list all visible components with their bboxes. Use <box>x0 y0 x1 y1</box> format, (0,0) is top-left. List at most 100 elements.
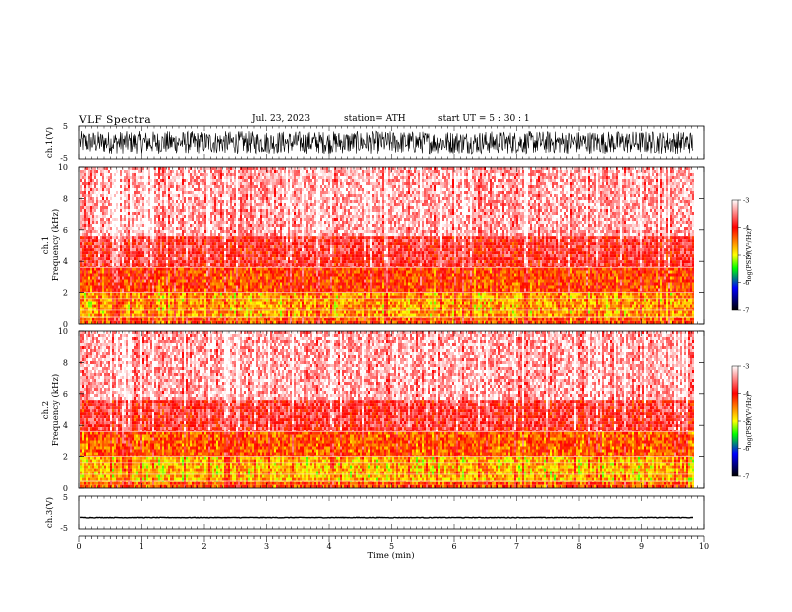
spectrogram-cell <box>184 197 186 200</box>
spectrogram-cell <box>208 221 210 224</box>
spectrogram-cell <box>128 215 130 218</box>
spectrogram-cell <box>128 292 130 296</box>
spectrogram-cell <box>188 285 190 289</box>
spectrogram-cell <box>214 304 216 308</box>
spectrogram-cell <box>228 191 230 194</box>
spectrogram-cell <box>174 313 176 317</box>
spectrogram-cell <box>178 279 180 283</box>
spectrogram-cell <box>222 200 224 203</box>
spectrogram-cell <box>234 188 236 191</box>
spectrogram-cell <box>132 239 134 243</box>
spectrogram-cell <box>92 194 94 197</box>
spectrogram-cell <box>158 200 160 203</box>
spectrogram-cell <box>96 245 98 249</box>
spectrogram-cell <box>102 317 104 321</box>
spectrogram-cell <box>188 236 190 240</box>
spectrogram-cell <box>140 221 142 224</box>
spectrogram-cell <box>100 209 102 212</box>
spectrogram-cell <box>206 254 208 258</box>
spectrogram-cell <box>256 282 258 286</box>
spectrogram-cell <box>202 310 204 314</box>
spectrogram-cell <box>158 266 160 268</box>
spectrogram-cell <box>198 176 200 179</box>
spectrogram-cell <box>118 218 120 221</box>
spectrogram-cell <box>168 209 170 212</box>
spectrogram-cell <box>252 292 254 296</box>
spectrogram-cell <box>170 282 172 286</box>
spectrogram-cell <box>144 307 146 311</box>
spectrogram-cell <box>246 270 248 274</box>
spectrogram-cell <box>130 182 132 185</box>
spectrogram-cell <box>198 218 200 221</box>
spectrogram-cell <box>166 221 168 224</box>
spectrogram-cell <box>134 242 136 246</box>
spectrogram-cell <box>248 236 250 240</box>
spectrogram-cell <box>128 282 130 286</box>
spectrogram-cell <box>220 191 222 194</box>
spectrogram-cell <box>190 173 192 176</box>
spectrogram-cell <box>126 200 128 203</box>
spectrogram-cell <box>204 285 206 289</box>
spectrogram-cell <box>216 313 218 317</box>
spectrogram-cell <box>206 188 208 191</box>
spectrogram-cell <box>102 251 104 255</box>
spectrogram-cell <box>200 248 202 252</box>
spectrogram-cell <box>148 251 150 255</box>
spectrogram-cell <box>156 307 158 311</box>
spectrogram-cell <box>158 221 160 224</box>
spectrogram-cell <box>170 209 172 212</box>
spectrogram-cell <box>100 239 102 243</box>
spectrogram-cell <box>102 212 104 215</box>
spectrogram-cell <box>148 230 150 233</box>
spectrogram-cell <box>124 224 126 227</box>
spectrogram-cell <box>142 194 144 197</box>
spectrogram-cell <box>208 295 210 299</box>
spectrogram-cell <box>154 260 156 264</box>
spectrogram-cell <box>222 260 224 264</box>
spectrogram-cell <box>104 206 106 209</box>
spectrogram-cell <box>152 320 154 324</box>
spectrogram-cell <box>174 245 176 249</box>
spectrogram-cell <box>108 191 110 194</box>
spectrogram-cell <box>132 310 134 314</box>
spectrogram-cell <box>158 270 160 274</box>
spectrogram-cell <box>160 285 162 289</box>
spectrogram-cell <box>94 298 96 302</box>
spectrogram-cell <box>114 307 116 311</box>
spectrogram-cell <box>160 224 162 227</box>
spectrogram-cell <box>136 200 138 203</box>
spectrogram-cell <box>238 245 240 249</box>
spectrogram-cell <box>108 236 110 240</box>
spectrogram-cell <box>98 173 100 176</box>
spectrogram-cell <box>192 301 194 305</box>
spectrogram-cell <box>126 230 128 233</box>
spectrogram-cell <box>228 179 230 182</box>
spectrogram-cell <box>138 291 140 293</box>
spectrogram-cell <box>240 170 242 173</box>
spectrogram-cell <box>110 227 112 230</box>
spectrogram-cell <box>106 212 108 215</box>
spectrogram-cell <box>80 285 82 289</box>
spectrogram-cell <box>150 263 152 267</box>
spectrogram-cell <box>256 279 258 283</box>
spectrogram-cell <box>174 182 176 185</box>
spectrogram-cell <box>190 236 192 240</box>
spectrogram-cell <box>100 230 102 233</box>
spectrogram-cell <box>90 215 92 218</box>
spectrogram-cell <box>120 304 122 308</box>
spectrogram-cell <box>104 185 106 188</box>
spectrogram-cell <box>180 215 182 218</box>
spectrogram-cell <box>88 218 90 221</box>
spectrogram-cell <box>172 170 174 173</box>
spectrogram-cell <box>230 173 232 176</box>
spectrogram-cell <box>148 224 150 227</box>
spectrogram-cell <box>88 276 90 280</box>
spectrogram-cell <box>132 188 134 191</box>
spectrogram-cell <box>242 260 244 264</box>
spectrogram-cell <box>152 167 154 170</box>
ch1-spectrogram-cells <box>79 167 694 324</box>
spectrogram-cell <box>138 279 140 283</box>
spectrogram-cell <box>114 276 116 280</box>
spectrogram-cell <box>176 218 178 221</box>
spectrogram-cell <box>154 310 156 314</box>
